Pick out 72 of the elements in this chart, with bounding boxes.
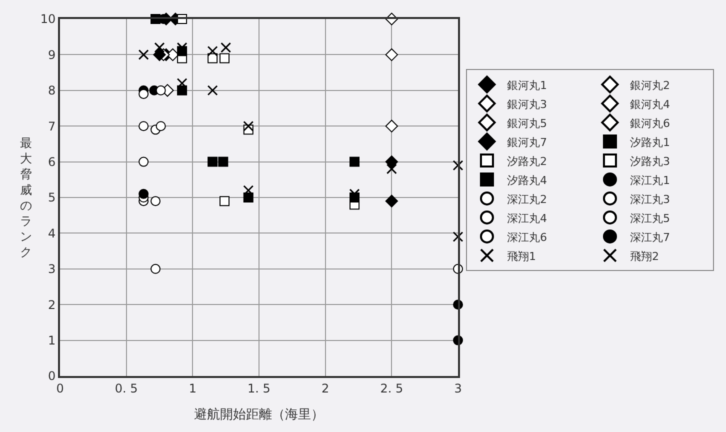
point bbox=[153, 48, 166, 62]
point bbox=[138, 49, 149, 60]
x-tick-label: 1. 5 bbox=[248, 381, 270, 396]
legend-label: 汐路丸1 bbox=[630, 136, 670, 149]
point bbox=[218, 156, 228, 167]
point bbox=[208, 156, 218, 167]
point bbox=[385, 48, 398, 62]
point bbox=[150, 196, 161, 206]
legend-label: 深江丸3 bbox=[630, 192, 670, 206]
y-tick-label: 8 bbox=[48, 84, 56, 98]
x-tick-label: 3 bbox=[454, 381, 462, 396]
y-tick-label: 3 bbox=[48, 262, 56, 276]
legend-label: 飛翔2 bbox=[630, 250, 659, 263]
legend-label: 銀河丸2 bbox=[630, 78, 670, 92]
legend-label: 銀河丸7 bbox=[506, 136, 547, 149]
y-tick-label: 4 bbox=[48, 226, 56, 240]
legend-label: 銀河丸1 bbox=[506, 78, 547, 92]
y-tick-label: 9 bbox=[48, 48, 56, 62]
legend-label: 飛翔1 bbox=[506, 250, 536, 263]
legend-label: 深江丸1 bbox=[630, 174, 670, 187]
point bbox=[385, 194, 398, 208]
y-tick-label: 10 bbox=[40, 12, 56, 26]
x-tick-label: 2. 5 bbox=[380, 381, 404, 396]
point bbox=[138, 121, 149, 132]
x-tick-label: 2 bbox=[322, 381, 330, 396]
point bbox=[386, 164, 397, 174]
point bbox=[154, 42, 165, 53]
x-tick-label: 0. 5 bbox=[114, 381, 138, 396]
legend-label: 銀河丸4 bbox=[630, 98, 670, 111]
point bbox=[138, 88, 149, 99]
point bbox=[220, 196, 230, 206]
point bbox=[138, 188, 149, 199]
y-tick-label: 5 bbox=[48, 190, 56, 205]
y-tick-label: 6 bbox=[48, 155, 56, 169]
legend-label: 汐路丸2 bbox=[506, 154, 547, 168]
point bbox=[207, 85, 218, 96]
y-tick-label: 2 bbox=[48, 298, 56, 312]
legend-label: 銀河丸3 bbox=[506, 98, 547, 111]
y-tick-label: 0 bbox=[48, 369, 56, 384]
point bbox=[156, 121, 166, 132]
point bbox=[177, 85, 188, 96]
x-axis-title: 避航開始距離（海里） bbox=[194, 408, 324, 422]
point bbox=[385, 120, 398, 132]
point bbox=[176, 42, 188, 53]
legend-label: 汐路丸3 bbox=[630, 154, 670, 168]
point bbox=[243, 192, 254, 202]
point bbox=[452, 160, 464, 171]
legend-label: 銀河丸6 bbox=[630, 116, 670, 130]
point bbox=[220, 53, 230, 64]
point bbox=[208, 53, 218, 64]
point bbox=[207, 46, 218, 56]
point bbox=[176, 78, 188, 89]
point bbox=[138, 156, 149, 167]
legend-label: 深江丸2 bbox=[506, 192, 547, 206]
y-tick-label: 7 bbox=[48, 119, 56, 134]
point bbox=[243, 120, 254, 132]
point bbox=[150, 264, 161, 274]
point bbox=[156, 85, 166, 96]
legend-label: 銀河丸5 bbox=[506, 116, 547, 130]
legend-label: 汐路丸4 bbox=[506, 174, 547, 187]
legend-label: 深江丸6 bbox=[506, 230, 547, 244]
point bbox=[452, 232, 464, 242]
legend-label: 深江丸7 bbox=[630, 230, 670, 244]
legend-label: 深江丸4 bbox=[506, 212, 547, 225]
point bbox=[220, 42, 232, 53]
point bbox=[350, 156, 360, 167]
y-axis-title: 最大脅威のランク bbox=[20, 136, 32, 260]
x-tick-label: 1 bbox=[188, 381, 196, 396]
point bbox=[243, 185, 254, 196]
y-tick-label: 1 bbox=[48, 334, 56, 348]
legend-label: 深江丸5 bbox=[630, 212, 670, 225]
point bbox=[385, 155, 398, 168]
